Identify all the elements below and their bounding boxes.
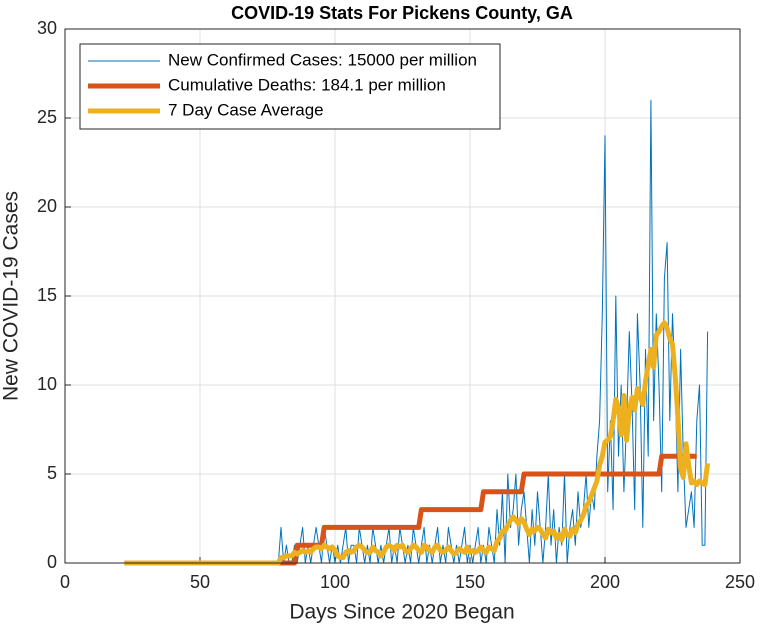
legend-label: Cumulative Deaths: 184.1 per million: [168, 75, 446, 94]
y-tick-label: 5: [47, 463, 57, 483]
x-tick-label: 50: [190, 572, 210, 592]
y-tick-label: 20: [37, 196, 57, 216]
legend-label: New Confirmed Cases: 15000 per million: [168, 50, 477, 69]
y-tick-label: 30: [37, 18, 57, 38]
x-tick-label: 150: [455, 572, 485, 592]
x-tick-label: 250: [725, 572, 755, 592]
x-axis-label: Days Since 2020 Began: [289, 601, 514, 624]
x-tick-label: 0: [60, 572, 70, 592]
axes-box: [64, 28, 741, 564]
x-tick-label: 100: [320, 572, 350, 592]
x-tick-label: 200: [590, 572, 620, 592]
y-tick-label: 15: [37, 285, 57, 305]
legend-label: 7 Day Case Average: [168, 100, 324, 119]
y-tick-label: 0: [47, 552, 57, 572]
y-tick-label: 25: [37, 107, 57, 127]
y-tick-label: 10: [37, 374, 57, 394]
y-axis-label: New COVID-19 Cases: [0, 191, 23, 401]
chart-title: COVID-19 Stats For Pickens County, GA: [231, 3, 573, 23]
